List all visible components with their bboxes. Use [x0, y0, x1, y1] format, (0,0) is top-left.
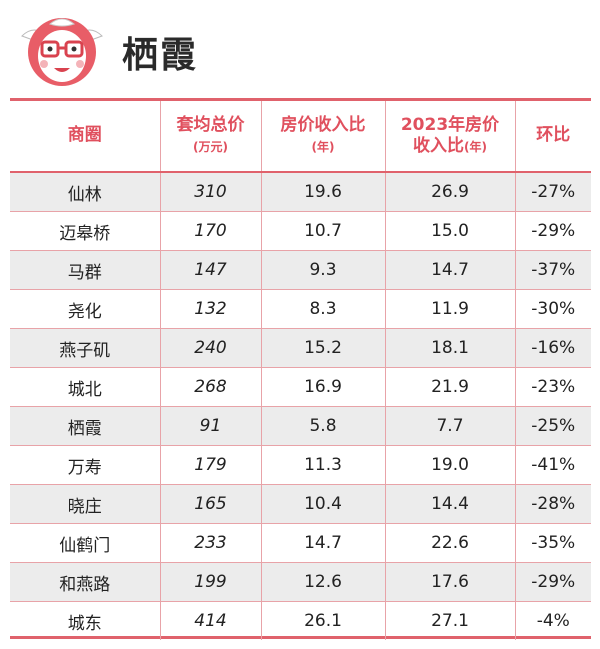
cell-change: -35%: [515, 523, 591, 563]
cell-price: 199: [160, 562, 262, 602]
cell-ratio: 5.8: [261, 406, 386, 446]
cell-change: -23%: [515, 367, 591, 407]
header: 栖霞: [0, 0, 600, 98]
cell-area: 马群: [10, 250, 161, 290]
cell-area: 仙鹤门: [10, 523, 161, 563]
cell-change: -37%: [515, 250, 591, 290]
table-row: 马群 147 9.3 14.7 -37%: [10, 250, 591, 290]
cell-price: 240: [160, 328, 262, 368]
cell-change: -29%: [515, 211, 591, 251]
table-row: 栖霞 91 5.8 7.7 -25%: [10, 406, 591, 446]
cell-change: -25%: [515, 406, 591, 446]
table-row: 城北 268 16.9 21.9 -23%: [10, 367, 591, 407]
cell-ratio-2023: 21.9: [385, 367, 516, 407]
cell-ratio-2023: 26.9: [385, 172, 516, 212]
cell-price: 414: [160, 601, 262, 640]
cell-ratio-2023: 18.1: [385, 328, 516, 368]
cell-price: 179: [160, 445, 262, 485]
cell-ratio: 12.6: [261, 562, 386, 602]
cell-ratio-2023: 27.1: [385, 601, 516, 640]
cell-ratio: 19.6: [261, 172, 386, 212]
cell-ratio: 10.7: [261, 211, 386, 251]
column-header-ratio: 房价收入比 (年): [261, 101, 386, 173]
table-row: 城东 414 26.1 27.1 -4%: [10, 601, 591, 640]
cell-area: 燕子矶: [10, 328, 161, 368]
cell-area: 迈皋桥: [10, 211, 161, 251]
cell-area: 万寿: [10, 445, 161, 485]
cell-change: -27%: [515, 172, 591, 212]
cell-ratio-2023: 11.9: [385, 289, 516, 329]
cell-area: 和燕路: [10, 562, 161, 602]
table-row: 仙鹤门 233 14.7 22.6 -35%: [10, 523, 591, 563]
cell-price: 233: [160, 523, 262, 563]
table-row: 燕子矶 240 15.2 18.1 -16%: [10, 328, 591, 368]
cell-price: 91: [160, 406, 262, 446]
cell-ratio: 14.7: [261, 523, 386, 563]
table-row: 万寿 179 11.3 19.0 -41%: [10, 445, 591, 485]
cell-ratio-2023: 17.6: [385, 562, 516, 602]
cell-area: 尧化: [10, 289, 161, 329]
cell-area: 城东: [10, 601, 161, 640]
cell-price: 147: [160, 250, 262, 290]
column-header-change: 环比: [515, 101, 591, 173]
column-header-ratio-2023: 2023年房价 收入比(年): [385, 101, 516, 173]
cell-ratio-2023: 15.0: [385, 211, 516, 251]
cell-change: -30%: [515, 289, 591, 329]
cell-price: 268: [160, 367, 262, 407]
cell-ratio-2023: 14.4: [385, 484, 516, 524]
data-table: 商圈 套均总价 (万元) 房价收入比 (年) 2023年房价 收入比(年) 环比: [10, 98, 591, 640]
cell-area: 晓庄: [10, 484, 161, 524]
table-row: 晓庄 165 10.4 14.4 -28%: [10, 484, 591, 524]
cell-area: 城北: [10, 367, 161, 407]
cell-ratio: 26.1: [261, 601, 386, 640]
page-title: 栖霞: [122, 35, 199, 76]
column-header-area: 商圈: [10, 101, 161, 173]
cell-ratio: 16.9: [261, 367, 386, 407]
table-header-row: 商圈 套均总价 (万元) 房价收入比 (年) 2023年房价 收入比(年) 环比: [10, 101, 591, 173]
cell-change: -4%: [536, 611, 570, 631]
cell-ratio: 15.2: [261, 328, 386, 368]
cell-ratio: 11.3: [261, 445, 386, 485]
cell-ratio: 10.4: [261, 484, 386, 524]
cell-change: -41%: [515, 445, 591, 485]
cell-ratio-2023: 22.6: [385, 523, 516, 563]
table-row: 迈皋桥 170 10.7 15.0 -29%: [10, 211, 591, 251]
cell-price: 165: [160, 484, 262, 524]
mascot-logo-icon: [21, 18, 103, 86]
cell-area: 栖霞: [10, 406, 161, 446]
cell-ratio-2023: 19.0: [385, 445, 516, 485]
cell-ratio-2023: 14.7: [385, 250, 516, 290]
cell-area: 仙林: [10, 172, 161, 212]
cell-change: -29%: [515, 562, 591, 602]
cell-change: -16%: [515, 328, 591, 368]
cell-ratio: 9.3: [261, 250, 386, 290]
cell-price: 132: [160, 289, 262, 329]
cell-price: 170: [160, 211, 262, 251]
table-row: 仙林 310 19.6 26.9 -27%: [10, 172, 591, 212]
cell-ratio: 8.3: [261, 289, 386, 329]
cell-ratio-2023: 7.7: [385, 406, 516, 446]
cell-change: -28%: [515, 484, 591, 524]
table-row: 和燕路 199 12.6 17.6 -29%: [10, 562, 591, 602]
cell-price: 310: [160, 172, 262, 212]
column-header-price: 套均总价 (万元): [160, 101, 262, 173]
table-row: 尧化 132 8.3 11.9 -30%: [10, 289, 591, 329]
